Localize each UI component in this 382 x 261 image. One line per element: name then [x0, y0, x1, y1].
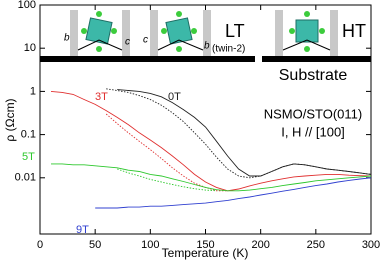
series-label: 3T: [95, 91, 108, 103]
annotation: HT: [342, 21, 366, 41]
inset-wall: [70, 10, 78, 56]
substrate-bar: [262, 56, 371, 62]
y-tick-label: 1: [30, 85, 36, 97]
inset: LT (twin-2) HT Substrate b c c b: [40, 10, 371, 84]
line-series: [106, 88, 372, 179]
line-series: [105, 113, 228, 192]
annotation: Substrate: [279, 67, 348, 84]
annotation: b: [64, 33, 70, 44]
inset-wall: [150, 10, 158, 56]
y-tick-label: 10: [24, 42, 36, 54]
x-tick-label: 50: [89, 239, 101, 251]
line-series: [117, 168, 217, 192]
line-series: [51, 163, 372, 192]
y-tick-label: 0.01: [15, 172, 36, 184]
y-axis-title: ρ (Ωcm): [3, 98, 17, 141]
crystal: [157, 11, 204, 52]
inset-wall: [122, 10, 130, 56]
x-tick-label: 250: [307, 239, 325, 251]
series-label: 0T: [168, 91, 181, 103]
crystal: [282, 11, 331, 52]
annotation: LT: [225, 21, 245, 41]
annotation: b: [204, 41, 210, 52]
x-tick-label: 150: [196, 239, 214, 251]
inset-wall: [203, 10, 211, 56]
x-tick-label: 0: [37, 239, 43, 251]
inset-wall: [330, 10, 338, 56]
annotation: c: [125, 37, 130, 48]
line-series: [50, 90, 372, 192]
y-tick-label: 0.1: [21, 129, 36, 141]
annotation: c: [143, 35, 148, 46]
x-tick-label: 200: [251, 239, 269, 251]
crystal: [77, 11, 123, 52]
substrate-bar: [40, 56, 255, 62]
x-axis-title: Temperature (K): [162, 246, 249, 260]
y-tick-label: 100: [18, 0, 36, 11]
series-label: 5T: [22, 151, 35, 163]
x-tick-label: 100: [141, 239, 159, 251]
series-label: 9T: [76, 224, 89, 236]
annotation: NSMO/STO(011): [264, 106, 362, 121]
annotation: (twin-2): [212, 44, 245, 55]
annotation: I, H // [100]: [281, 124, 345, 139]
line-series: [95, 177, 372, 209]
x-tick-label: 300: [362, 239, 380, 251]
inset-wall: [275, 10, 283, 56]
